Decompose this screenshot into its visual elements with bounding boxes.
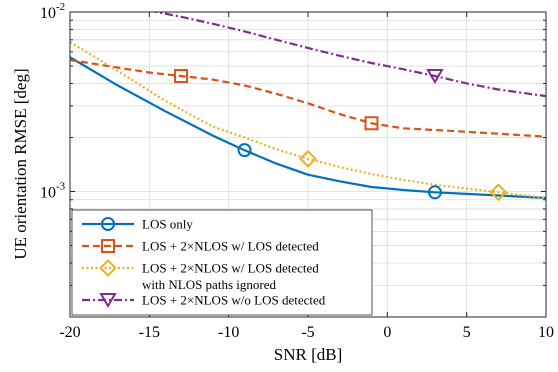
x-tick-label: -5	[301, 324, 314, 341]
legend: LOS only LOS + 2×NLOS w/ LOS detected LOS …	[71, 209, 373, 316]
series-marker-1	[237, 143, 252, 158]
series-layer	[70, 12, 546, 200]
legend-label-1: LOS only	[142, 217, 193, 232]
x-tick-label: -10	[218, 324, 239, 341]
marker-layer	[174, 69, 508, 202]
series-line-1	[70, 56, 546, 200]
x-tick-label: 10	[538, 324, 554, 341]
x-tick-label: -15	[139, 324, 160, 341]
y-tick-label: 10-3	[40, 181, 66, 202]
x-tick-label: 0	[383, 324, 391, 341]
legend-label-3-line2: with NLOS paths ignored	[142, 277, 276, 292]
series-marker-2	[364, 116, 379, 131]
legend-label-2: LOS + 2×NLOS w/ LOS detected	[142, 239, 319, 254]
y-axis-label: UE orientation RMSE [deg]	[11, 68, 30, 259]
x-tick-label: -20	[59, 324, 80, 341]
legend-marker-3	[99, 259, 117, 277]
x-tick-label: 5	[463, 324, 471, 341]
series-marker-4	[426, 69, 444, 84]
series-line-4	[151, 12, 546, 98]
series-marker-2	[174, 69, 189, 84]
series-marker-3	[489, 183, 508, 202]
series-marker-1	[427, 185, 442, 200]
series-line-2	[70, 58, 546, 138]
legend-label-3: LOS + 2×NLOS w/ LOS detected	[142, 261, 319, 276]
axis-labels: -20 -15 -10 -5 0 5 10 10-3 10-2	[40, 1, 554, 341]
legend-box	[71, 209, 373, 316]
y-tick-label: 10-2	[40, 1, 65, 22]
x-axis-label: SNR [dB]	[274, 345, 342, 364]
legend-marker-1	[101, 217, 115, 231]
legend-marker-2	[101, 239, 115, 253]
series-marker-3	[299, 149, 317, 168]
legend-marker-4	[99, 293, 117, 308]
legend-label-4: LOS + 2×NLOS w/o LOS detected	[142, 293, 326, 308]
